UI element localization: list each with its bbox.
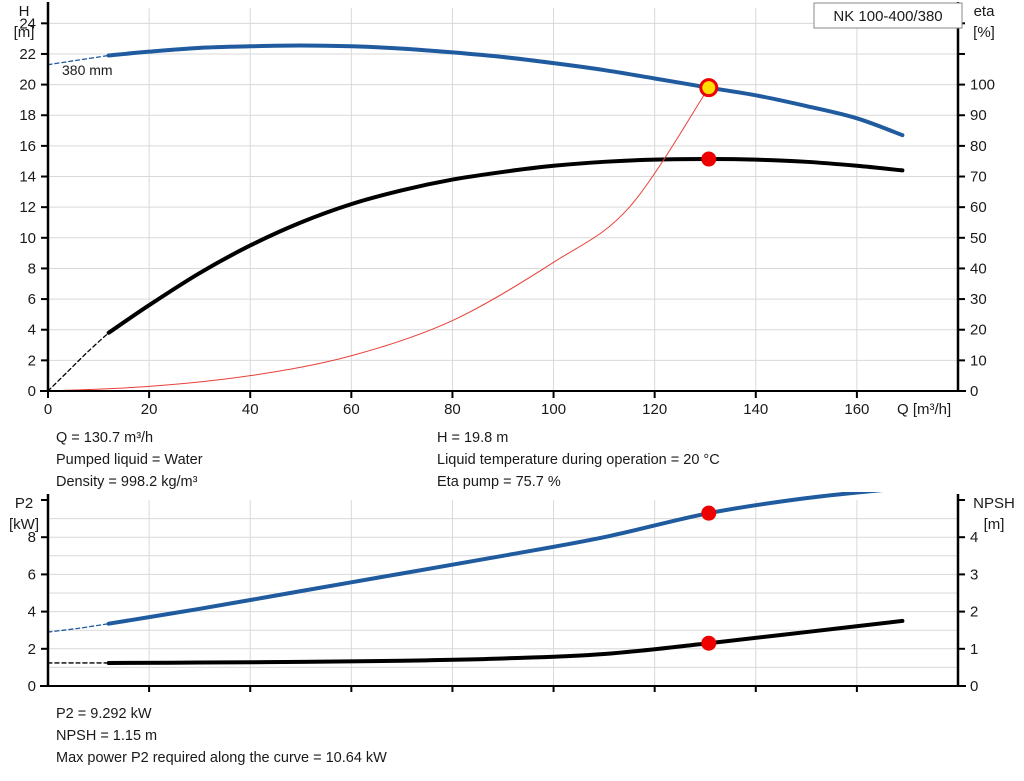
head-efficiency-chart: 0246810121416182022240102030405060708090…	[14, 2, 996, 418]
info-density: Density = 998.2 kg/m³	[56, 474, 198, 490]
y-axis-title-right: NPSH	[973, 495, 1015, 512]
y-axis-title-right: eta	[974, 3, 996, 20]
impeller-diameter-label: 380 mm	[62, 62, 113, 78]
x-tick-label: 80	[444, 401, 461, 418]
y-tick-label-right: 70	[970, 169, 987, 186]
y-axis-unit-left: [m]	[14, 24, 35, 41]
y-tick-label-left: 0	[28, 678, 36, 695]
model-name-label: NK 100-400/380	[833, 8, 942, 25]
y-axis-title-left: P2	[15, 495, 33, 512]
info-max-power: Max power P2 required along the curve = …	[56, 750, 387, 766]
x-tick-label: 0	[44, 401, 52, 418]
top-gridlines	[48, 8, 958, 391]
y-tick-label-right: 50	[970, 230, 987, 247]
info-eta-pump: Eta pump = 75.7 %	[437, 474, 561, 490]
bottom-markers	[701, 505, 717, 651]
x-axis-title: Q [m³/h]	[897, 401, 951, 418]
y-tick-label-left: 6	[28, 291, 36, 308]
y-tick-label-left: 18	[19, 107, 36, 124]
curve-power-p2-kw-extrapolated	[47, 623, 110, 633]
curve-power-p2-kw	[106, 492, 884, 626]
y-tick-label-right: 10	[970, 352, 987, 369]
y-axis-unit-right: [m]	[984, 516, 1005, 533]
y-tick-label-right: 30	[970, 291, 987, 308]
y-tick-label-left: 4	[28, 604, 36, 621]
bottom-curves	[47, 492, 905, 665]
info-q: Q = 130.7 m³/h	[56, 430, 154, 446]
curve-efficiency-eta	[106, 157, 905, 335]
y-tick-label-right: 80	[970, 138, 987, 155]
info-npsh: NPSH = 1.15 m	[56, 728, 158, 744]
y-tick-label-left: 10	[19, 230, 36, 247]
curve-head-h-m-extrapolated	[47, 54, 110, 66]
y-tick-label-left: 8	[28, 260, 36, 277]
duty-point-power[interactable]	[701, 505, 717, 521]
y-tick-label-left: 2	[28, 352, 36, 369]
info-pumped-liquid: Pumped liquid = Water	[56, 452, 203, 468]
y-tick-label-right: 0	[970, 383, 978, 400]
curve-duty-point-guide-line	[47, 87, 710, 392]
duty-point-npsh[interactable]	[701, 635, 717, 651]
y-axis-unit-right: [%]	[973, 24, 995, 41]
y-tick-label-left: 16	[19, 138, 36, 155]
y-axis-title-left: H	[19, 3, 30, 20]
x-tick-label: 120	[642, 401, 667, 418]
y-tick-label-left: 24	[19, 15, 36, 32]
y-tick-label-right: 20	[970, 322, 987, 339]
y-tick-label-left: 2	[28, 641, 36, 658]
info-p2: P2 = 9.292 kW	[56, 706, 152, 722]
curve-efficiency-eta-extrapolated	[47, 332, 110, 392]
info-h: H = 19.8 m	[437, 430, 509, 446]
info-liquid-temp: Liquid temperature during operation = 20…	[437, 452, 720, 468]
y-tick-label-left: 14	[19, 169, 36, 186]
y-tick-label-right: 4	[970, 529, 978, 546]
x-tick-label: 60	[343, 401, 360, 418]
curve-npsh-m	[106, 618, 905, 665]
y-tick-label-left: 20	[19, 77, 36, 94]
top-axes: 0246810121416182022240102030405060708090…	[19, 2, 995, 418]
y-tick-label-right: 60	[970, 199, 987, 216]
power-npsh-chart: 0 2 4 6 8 0 1 2 3 4 P2 [kW] NPSH [m]	[9, 492, 1015, 695]
top-markers	[699, 78, 719, 167]
x-tick-label: 140	[743, 401, 768, 418]
y-tick-label-right: 0	[970, 678, 978, 695]
model-name-box	[813, 2, 963, 29]
y-tick-label-right: 90	[970, 107, 987, 124]
y-tick-label-left: 12	[19, 199, 36, 216]
curve-head-h-m-380-mm-impeller	[106, 43, 905, 138]
y-tick-label-left: 0	[28, 383, 36, 400]
y-tick-label-left: 8	[28, 529, 36, 546]
y-tick-label-left: 22	[19, 46, 36, 63]
y-tick-label-right: 3	[970, 566, 978, 583]
top-curves	[47, 43, 905, 392]
bottom-gridlines	[48, 500, 958, 686]
y-axis-unit-left: [kW]	[9, 516, 39, 533]
y-tick-label-left: 4	[28, 322, 36, 339]
bottom-axes: 0 2 4 6 8 0 1 2 3 4	[28, 494, 978, 695]
duty-point-head[interactable]	[699, 78, 719, 98]
x-tick-label: 100	[541, 401, 566, 418]
y-tick-label-left: 6	[28, 566, 36, 583]
y-tick-label-right: 1	[970, 641, 978, 658]
x-tick-label: 160	[844, 401, 869, 418]
y-tick-label-right: 100	[970, 77, 995, 94]
duty-point-efficiency[interactable]	[701, 151, 717, 167]
x-tick-label: 20	[141, 401, 158, 418]
y-tick-label-right: 2	[970, 604, 978, 621]
y-tick-label-right: 40	[970, 260, 987, 277]
x-tick-label: 40	[242, 401, 259, 418]
